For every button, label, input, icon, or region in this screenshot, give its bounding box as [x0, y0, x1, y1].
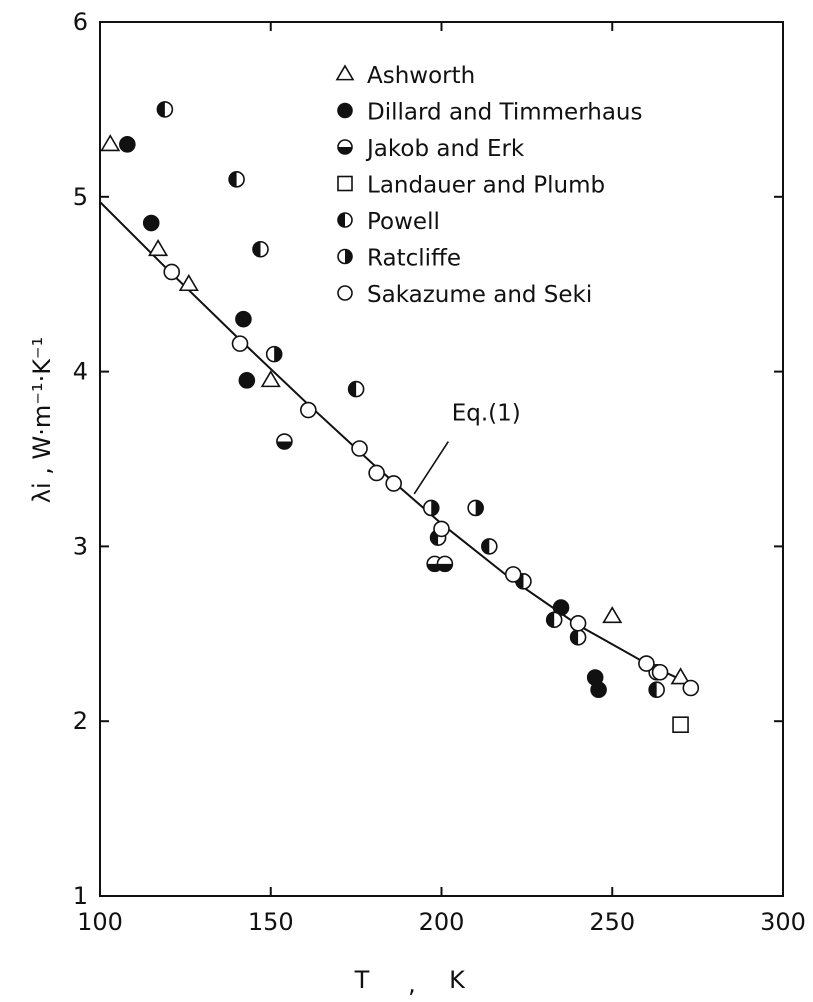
- y-tick-label: 4: [73, 358, 88, 386]
- data-point: [347, 380, 365, 398]
- data-point: [276, 433, 293, 450]
- legend-item: Sakazume and Seki: [337, 282, 592, 308]
- series-jakob-and-erk: [276, 433, 454, 573]
- data-point: [235, 310, 252, 328]
- data-point: [252, 240, 269, 258]
- data-point: [178, 273, 199, 292]
- annotation-leader: [413, 441, 450, 495]
- x-tick-label: 250: [589, 908, 635, 936]
- y-axis: 1 2 3 4 5 6: [73, 8, 783, 910]
- data-point: [590, 681, 607, 699]
- data-point: [385, 475, 402, 492]
- data-point: [300, 401, 317, 419]
- legend-marker: [337, 248, 353, 265]
- data-point: [552, 599, 570, 616]
- data-points: [100, 101, 700, 733]
- data-point: [569, 628, 587, 646]
- data-point: [228, 171, 245, 188]
- x-axis: 100 150 200 250 300: [77, 22, 806, 936]
- fit-line: [99, 201, 688, 684]
- x-axis-separator: ,: [408, 970, 416, 998]
- legend-label: Landauer and Plumb: [367, 173, 605, 199]
- series-ashworth: [100, 134, 691, 685]
- legend-label: Sakazume and Seki: [367, 282, 592, 308]
- legend: Ashworth Dillard and Timmerhaus Jakob and …: [335, 63, 643, 308]
- data-point: [156, 101, 174, 118]
- x-tick-label: 100: [77, 908, 123, 936]
- axis-labels: T, Kλi , W·m⁻¹·K⁻¹: [28, 337, 466, 998]
- series-sakazume-and-seki: [163, 263, 700, 697]
- legend-item: Ashworth: [335, 63, 475, 89]
- legend-marker: [337, 102, 353, 119]
- fit-line-group: [99, 201, 688, 684]
- data-point: [368, 464, 385, 482]
- y-tick-label: 6: [73, 8, 88, 36]
- legend-label: Ashworth: [367, 63, 475, 89]
- data-point: [238, 372, 256, 389]
- data-point: [672, 716, 689, 733]
- data-point: [148, 239, 169, 257]
- series-landauer-and-plumb: [672, 716, 689, 733]
- legend-item: Landauer and Plumb: [337, 173, 605, 199]
- data-point: [504, 566, 522, 583]
- legend-label: Jakob and Erk: [365, 136, 525, 162]
- y-tick-label: 2: [73, 707, 88, 735]
- data-point: [651, 663, 669, 681]
- annotation: Eq.(1): [413, 401, 521, 495]
- data-point: [467, 499, 484, 517]
- legend-label: Powell: [367, 209, 440, 235]
- data-point: [682, 679, 700, 697]
- data-point: [638, 655, 655, 672]
- legend-marker: [335, 64, 355, 81]
- data-point: [648, 681, 665, 699]
- y-tick-label: 5: [73, 183, 88, 211]
- series-ratcliffe: [265, 345, 665, 681]
- x-axis-unit: K: [449, 966, 466, 994]
- data-point: [351, 440, 368, 457]
- legend-marker: [337, 139, 353, 155]
- x-tick-label: 200: [419, 908, 465, 936]
- x-tick-label: 300: [760, 908, 806, 936]
- data-point: [422, 499, 440, 517]
- legend-label: Dillard and Timmerhaus: [367, 100, 643, 126]
- y-tick-label: 3: [73, 532, 88, 560]
- legend-marker: [337, 285, 353, 301]
- data-point: [602, 606, 623, 624]
- legend-label: Ratcliffe: [367, 246, 461, 272]
- data-point: [670, 667, 691, 685]
- x-axis-symbol: T: [354, 966, 370, 994]
- data-point: [436, 555, 454, 573]
- data-point: [142, 214, 160, 232]
- annotation-label: Eq.(1): [452, 401, 521, 427]
- data-point: [481, 538, 498, 555]
- x-tick-label: 150: [248, 908, 294, 936]
- data-point: [433, 520, 450, 538]
- data-point: [260, 370, 281, 388]
- series-dillard-and-timmerhaus: [119, 136, 607, 699]
- data-point: [265, 345, 283, 363]
- legend-marker: [337, 212, 353, 228]
- data-point: [119, 136, 136, 153]
- data-point: [569, 615, 587, 632]
- legend-item: Dillard and Timmerhaus: [337, 100, 643, 126]
- data-point: [100, 134, 121, 152]
- data-point: [231, 335, 249, 352]
- legend-item: Jakob and Erk: [337, 136, 525, 162]
- legend-marker: [337, 175, 353, 192]
- legend-item: Powell: [337, 209, 440, 235]
- y-tick-label: 1: [73, 882, 88, 910]
- data-point: [163, 263, 181, 281]
- y-axis-label: λi , W·m⁻¹·K⁻¹: [28, 337, 56, 503]
- legend-item: Ratcliffe: [337, 246, 461, 272]
- data-point: [545, 611, 563, 629]
